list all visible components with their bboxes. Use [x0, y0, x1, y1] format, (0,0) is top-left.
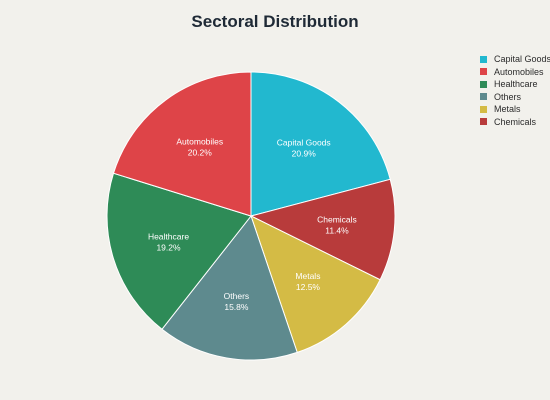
legend-label: Others [494, 91, 522, 102]
legend: Capital Goods Automobiles Healthcare Oth… [480, 53, 550, 128]
legend-swatch [480, 80, 487, 88]
pie-slices [106, 71, 396, 361]
legend-label: Capital Goods [494, 54, 550, 65]
legend-label: Chemicals [494, 116, 537, 127]
slice-value-label: 11.4% [325, 226, 349, 236]
legend-swatch [480, 105, 487, 113]
slice-value-label: 15.8% [224, 302, 249, 312]
pie-slice[interactable] [250, 215, 381, 354]
slice-label: Metals [295, 271, 320, 281]
slice-value-label: 20.2% [188, 147, 213, 157]
slice-label: Automobiles [176, 136, 223, 146]
legend-swatch [480, 118, 487, 126]
slice-value-label: 12.5% [296, 282, 321, 292]
slice-label: Chemicals [317, 215, 357, 225]
pie-slice[interactable] [250, 71, 391, 217]
pie-slice[interactable] [249, 178, 396, 281]
legend-label: Healthcare [494, 79, 538, 90]
legend-label: Metals [494, 104, 521, 115]
slice-label: Healthcare [148, 232, 189, 242]
legend-item[interactable]: Others [480, 91, 550, 104]
legend-swatch [480, 68, 487, 76]
legend-label: Automobiles [494, 66, 544, 77]
slice-value-label: 19.2% [156, 243, 181, 253]
legend-item[interactable]: Capital Goods [480, 53, 550, 66]
legend-item[interactable]: Automobiles [480, 66, 550, 79]
legend-swatch [480, 93, 487, 101]
pie-slice[interactable] [112, 71, 252, 217]
legend-swatch [480, 55, 487, 63]
chart-title: Sectoral Distribution [191, 12, 359, 31]
legend-item[interactable]: Chemicals [480, 116, 550, 129]
slice-label: Capital Goods [277, 138, 331, 148]
legend-item[interactable]: Healthcare [480, 78, 550, 91]
legend-item[interactable]: Metals [480, 103, 550, 116]
slice-label: Others [224, 291, 250, 301]
pie-slice[interactable] [106, 172, 252, 330]
pie-slice[interactable] [161, 214, 298, 361]
slice-value-label: 20.9% [292, 149, 317, 159]
